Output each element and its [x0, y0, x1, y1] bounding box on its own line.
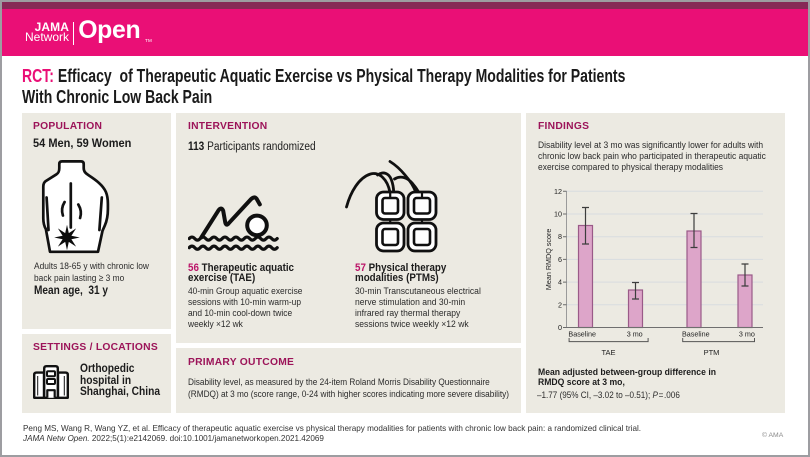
svg-text:12: 12 [554, 187, 562, 196]
svg-text:Mean RMDQ score: Mean RMDQ score [544, 229, 553, 291]
svg-text:6: 6 [558, 255, 562, 264]
svg-text:Baseline: Baseline [568, 330, 596, 339]
svg-text:0: 0 [558, 323, 562, 332]
svg-text:10: 10 [554, 210, 562, 219]
svg-text:TAE: TAE [601, 348, 615, 357]
svg-text:3 mo: 3 mo [627, 330, 643, 339]
svg-text:4: 4 [558, 278, 562, 287]
svg-text:8: 8 [558, 232, 562, 241]
svg-text:2: 2 [558, 300, 562, 309]
svg-text:PTM: PTM [704, 348, 720, 357]
svg-text:Baseline: Baseline [682, 330, 710, 339]
svg-text:3 mo: 3 mo [739, 330, 755, 339]
